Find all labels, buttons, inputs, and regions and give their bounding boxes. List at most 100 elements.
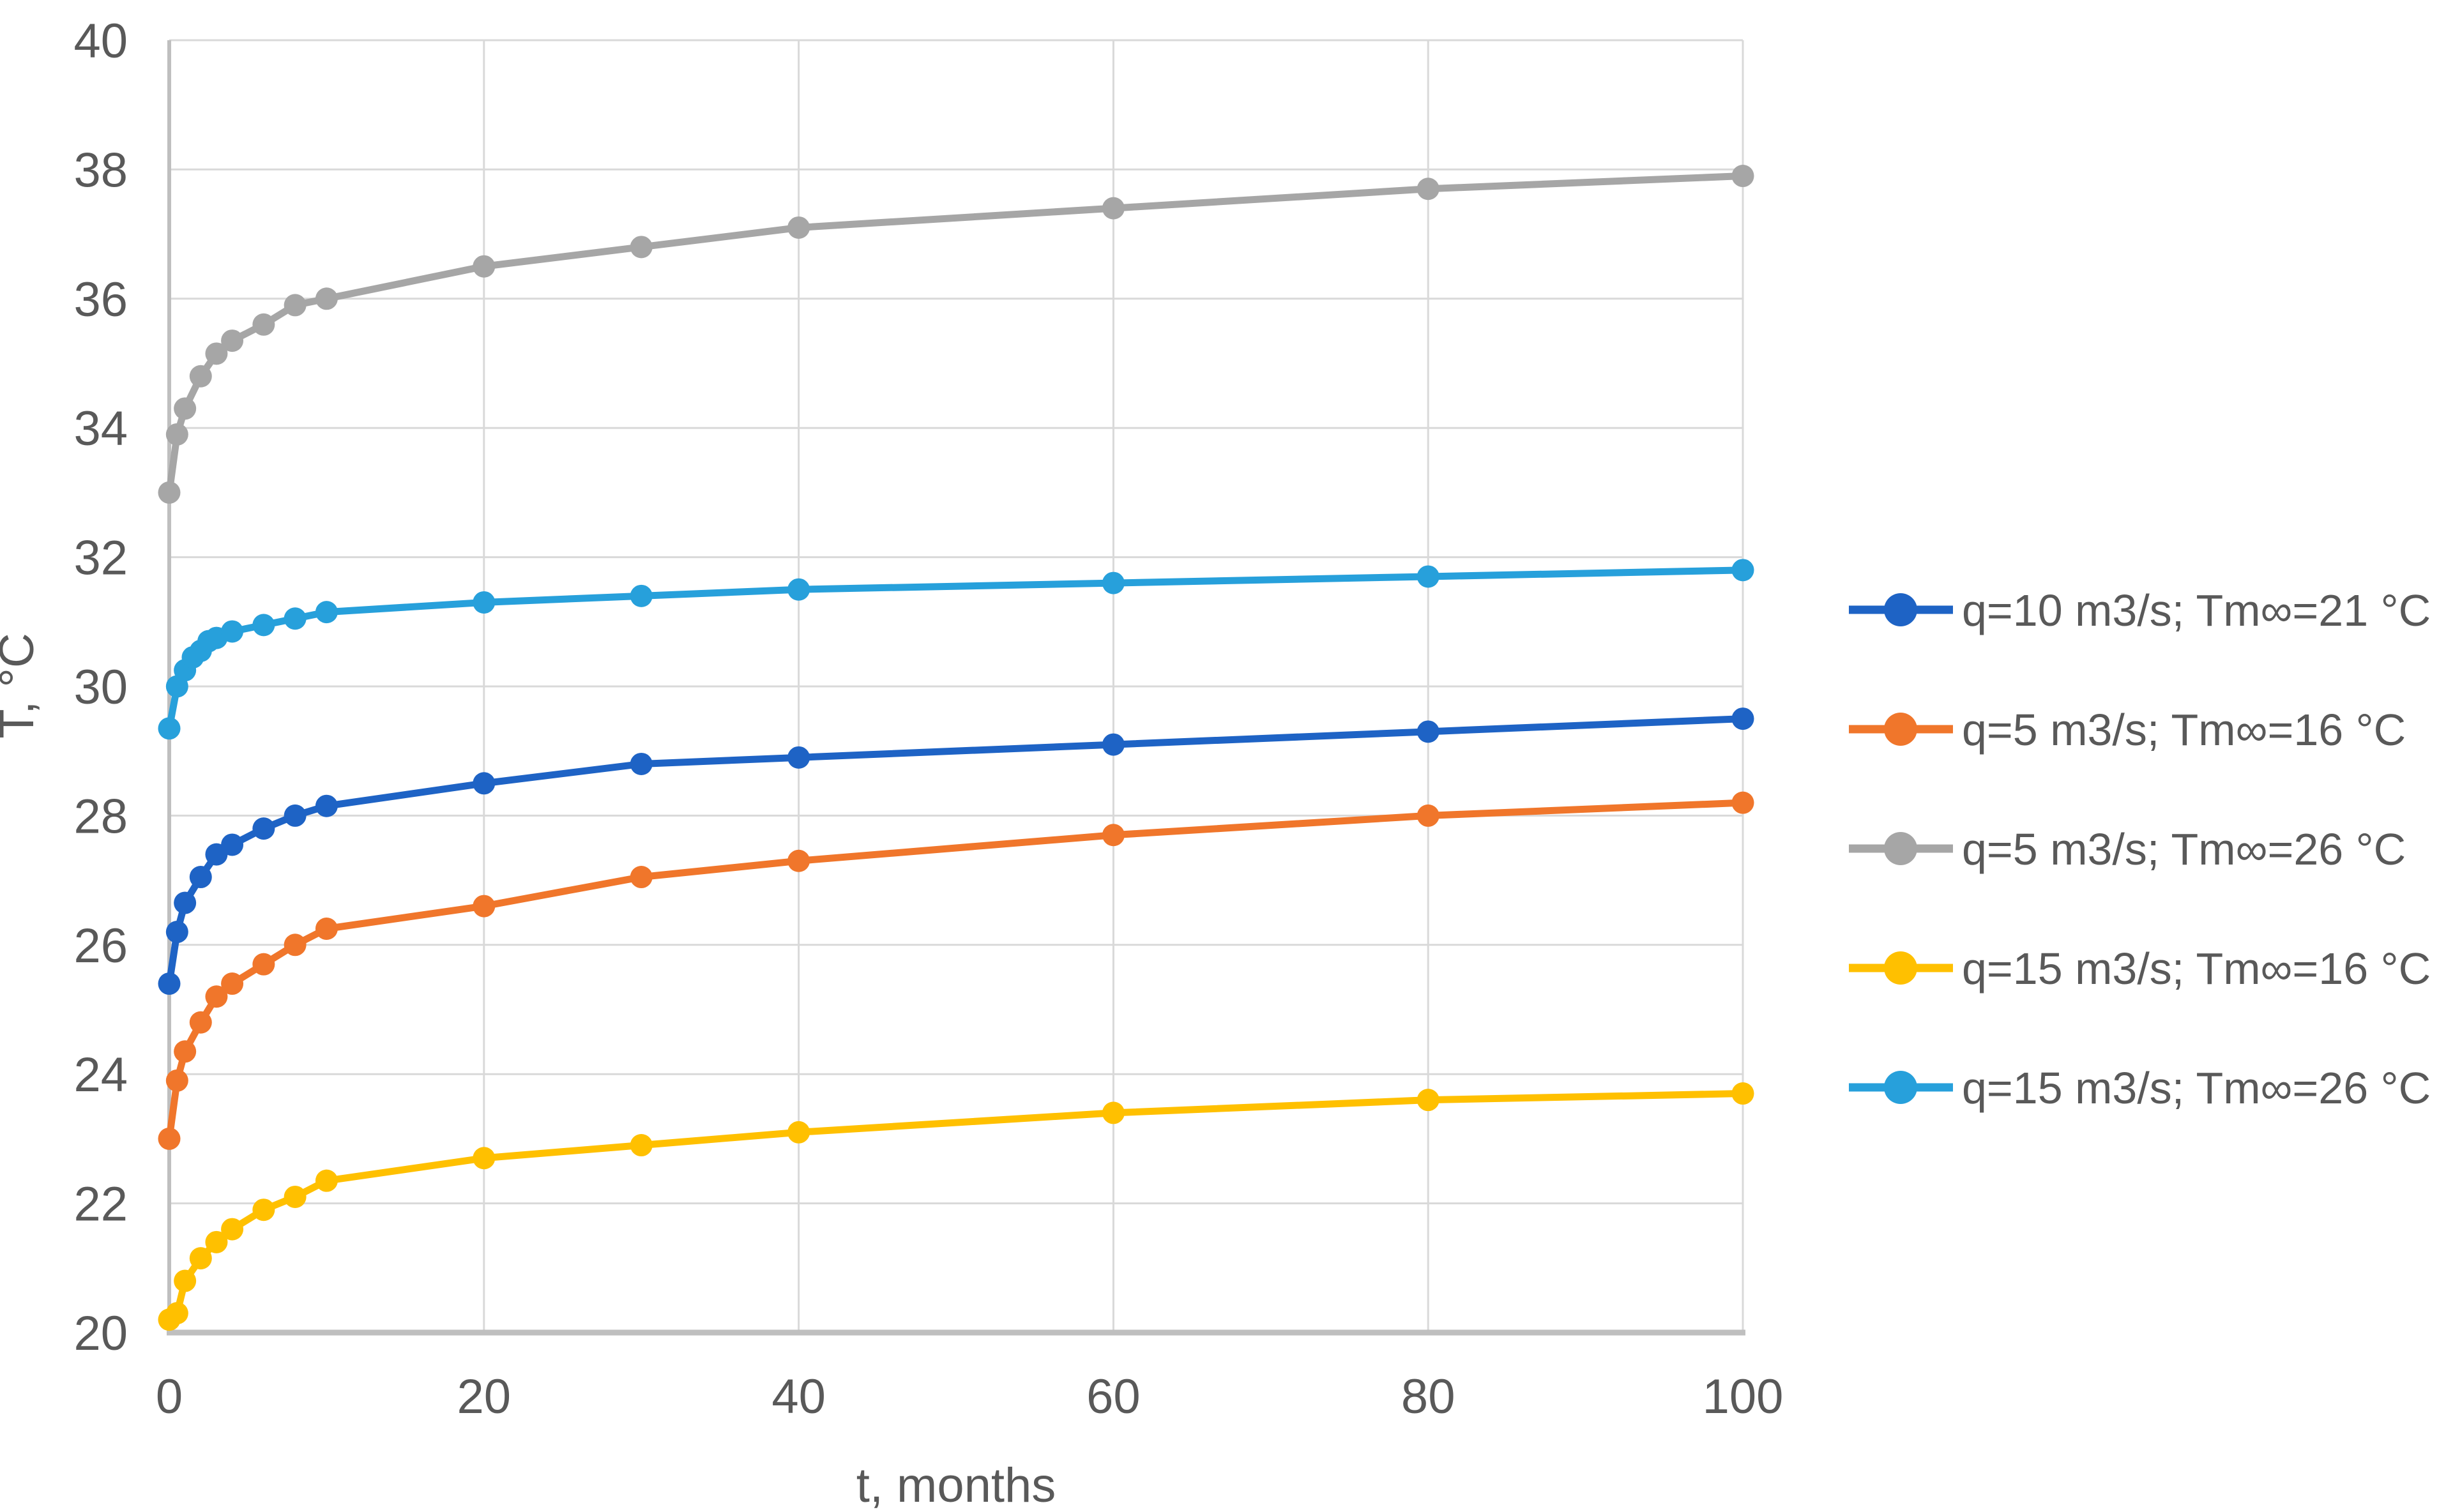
data-point-marker [473,591,496,614]
data-point-marker [787,1121,810,1144]
series-line [165,566,1747,732]
data-point-marker [1417,565,1439,588]
series-line [165,799,1747,1142]
data-point-marker [473,255,496,278]
y-axis-tick-label: 24 [73,1048,128,1102]
data-point-marker [315,1169,338,1192]
gridlines [169,39,1744,1333]
data-point-marker [205,985,228,1008]
data-point-marker [165,921,188,944]
data-point-marker [315,918,338,940]
data-point-marker [189,866,212,889]
data-point-marker [1417,720,1439,743]
y-axis-tick-label: 30 [73,660,128,714]
y-axis-tick-label: 36 [73,273,128,327]
data-point-marker [787,746,810,769]
data-point-marker [252,817,275,840]
y-axis-tick-label: 40 [73,14,128,68]
data-point-marker [787,849,810,872]
data-point-marker [1102,571,1125,594]
x-axis-tick-label: 100 [1703,1370,1784,1424]
x-axis-tick-label: 80 [1401,1370,1455,1424]
data-point-marker [1102,1101,1125,1124]
data-point-marker [221,329,244,352]
data-point-marker [174,397,197,420]
data-point-marker [165,1302,188,1325]
data-point-marker [158,972,181,995]
series-lines [158,165,1754,1331]
legend-item: q=5 m3/s; Tm∞=26 °C [1849,824,2406,874]
data-point-marker [189,1247,212,1270]
data-point-marker [284,607,307,630]
series-2-group [158,791,1754,1150]
data-point-marker [252,313,275,336]
y-axis-tick-label: 22 [73,1177,128,1232]
legend-marker-icon [1884,951,1917,985]
legend-label: q=15 m3/s; Tm∞=16 °C [1962,944,2431,994]
data-point-marker [205,1230,228,1253]
legend-item: q=10 m3/s; Tm∞=21 °C [1849,586,2431,635]
data-point-marker [1731,559,1754,582]
data-point-marker [221,620,244,643]
data-point-marker [1102,197,1125,220]
data-point-marker [158,481,181,504]
data-point-marker [630,866,653,889]
data-point-marker [787,578,810,601]
data-point-marker [315,794,338,817]
data-point-marker [1731,707,1754,730]
data-point-marker [630,1134,653,1157]
data-point-marker [189,1011,212,1034]
data-point-marker [174,1269,197,1292]
legend-item: q=15 m3/s; Tm∞=16 °C [1849,944,2431,994]
y-axis-tick-label: 38 [73,143,128,197]
data-point-marker [315,287,338,310]
series-5-group [158,559,1754,740]
data-point-marker [189,365,212,388]
legend-marker-icon [1884,832,1917,865]
legend-marker-icon [1884,713,1917,746]
data-point-marker [1417,804,1439,827]
data-point-marker [165,1069,188,1092]
data-point-marker [284,1185,307,1208]
x-axis-tick-label: 60 [1086,1370,1141,1424]
data-point-marker [1731,791,1754,814]
legend-item: q=5 m3/s; Tm∞=16 °C [1849,705,2406,755]
data-point-marker [630,584,653,607]
data-point-marker [252,1198,275,1221]
series-4-group [158,1082,1754,1331]
data-point-marker [284,294,307,317]
y-axis-tick-label: 34 [73,402,128,456]
axis-tick-labels: 40 38 36 34 32 30 28 26 24 22 20 0 20 40 60 80 100 [73,14,1783,1424]
data-point-marker [158,1127,181,1150]
data-point-marker [1417,178,1439,200]
data-point-marker [252,614,275,637]
y-axis-tick-label: 26 [73,919,128,973]
series-line [165,1090,1747,1324]
data-point-marker [205,342,228,365]
data-point-marker [165,423,188,446]
data-point-marker [1731,1082,1754,1105]
series-3-group [158,165,1754,504]
data-point-marker [174,891,197,914]
x-axis-tick-label: 0 [156,1370,183,1424]
data-point-marker [787,216,810,239]
data-point-marker [1417,1089,1439,1112]
data-point-marker [315,601,338,624]
data-point-marker [630,752,653,775]
legend-marker-icon [1884,1071,1917,1104]
data-point-marker [252,953,275,976]
data-point-marker [473,895,496,918]
data-point-marker [174,1040,197,1063]
series-line [165,172,1747,496]
y-axis-tick-label: 20 [73,1306,128,1361]
y-axis-tick-label: 28 [73,789,128,843]
y-axis-tick-label: 32 [73,531,128,586]
legend-label: q=15 m3/s; Tm∞=26 °C [1962,1063,2431,1113]
x-axis-tick-label: 20 [457,1370,512,1424]
y-axis-title: T, °C [0,633,44,739]
x-axis-tick-label: 40 [771,1370,826,1424]
legend-label: q=5 m3/s; Tm∞=26 °C [1962,824,2406,874]
data-point-marker [158,717,181,740]
